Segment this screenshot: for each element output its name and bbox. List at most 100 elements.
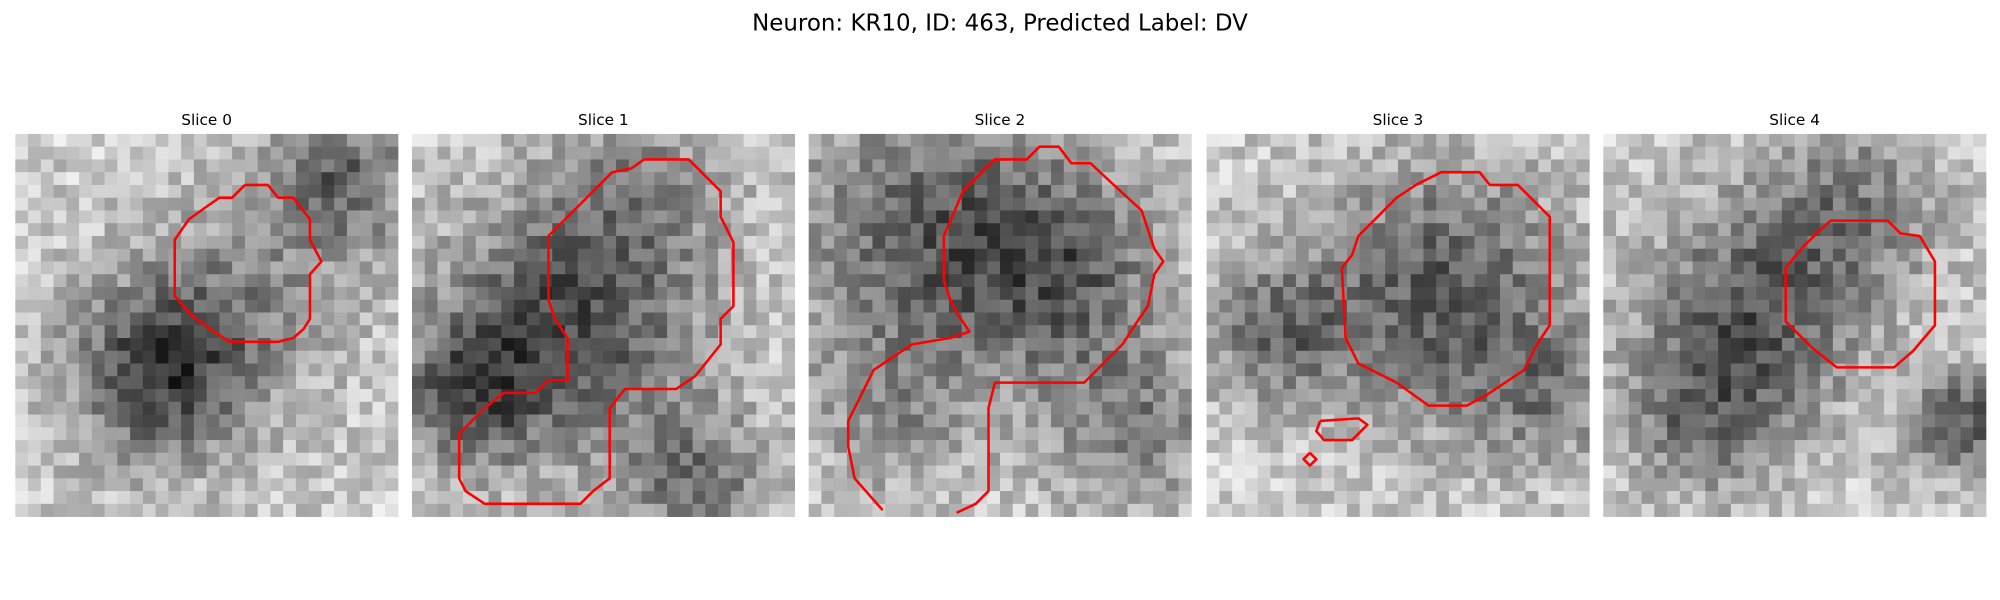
image-pixel — [1679, 159, 1693, 173]
image-pixel — [743, 146, 757, 160]
image-pixel — [1436, 146, 1450, 160]
image-pixel — [603, 312, 617, 326]
image-pixel — [1206, 184, 1220, 199]
image-pixel — [1038, 274, 1052, 288]
image-pixel — [1654, 299, 1668, 313]
image-pixel — [872, 478, 886, 492]
image-pixel — [1576, 235, 1590, 250]
image-pixel — [1140, 376, 1154, 390]
image-pixel — [1153, 376, 1167, 390]
image-pixel — [834, 376, 848, 390]
image-pixel — [1883, 491, 1898, 505]
image-pixel — [53, 414, 67, 428]
image-pixel — [308, 478, 322, 492]
image-pixel — [1858, 350, 1872, 364]
image-pixel — [1244, 376, 1259, 390]
image-pixel — [295, 478, 310, 492]
image-pixel — [769, 235, 783, 250]
image-pixel — [1283, 503, 1297, 517]
image-pixel — [987, 223, 1001, 237]
image-pixel — [961, 376, 975, 390]
image-pixel — [808, 401, 822, 415]
image-pixel — [130, 274, 144, 288]
image-pixel — [552, 452, 566, 466]
image-pixel — [1102, 503, 1116, 517]
image-pixel — [885, 223, 899, 237]
image-pixel — [1896, 452, 1910, 466]
image-pixel — [1845, 286, 1859, 301]
image-pixel — [1922, 312, 1936, 326]
image-pixel — [1372, 172, 1386, 186]
image-pixel — [1858, 261, 1872, 275]
image-pixel — [961, 465, 975, 479]
image-pixel — [117, 286, 131, 301]
image-pixel — [1283, 312, 1297, 326]
image-pixel — [437, 197, 451, 211]
image-pixel — [1960, 338, 1974, 352]
image-pixel — [40, 325, 54, 339]
image-pixel — [308, 452, 322, 466]
image-pixel — [654, 312, 668, 326]
image-pixel — [1858, 338, 1872, 352]
image-pixel — [1667, 491, 1681, 505]
image-pixel — [808, 146, 822, 160]
image-panel — [1206, 133, 1590, 517]
image-pixel — [834, 133, 848, 148]
image-pixel — [1487, 172, 1501, 186]
image-pixel — [181, 172, 195, 186]
image-pixel — [91, 503, 105, 517]
image-pixel — [1385, 184, 1399, 199]
image-pixel — [1487, 248, 1501, 262]
image-pixel — [1089, 299, 1103, 313]
image-pixel — [450, 159, 464, 173]
image-pixel — [488, 389, 502, 403]
image-pixel — [1257, 261, 1271, 275]
image-pixel — [372, 389, 386, 403]
image-pixel — [1781, 452, 1796, 466]
image-pixel — [1244, 197, 1259, 211]
image-pixel — [257, 363, 271, 377]
image-pixel — [295, 363, 310, 377]
image-pixel — [1525, 503, 1539, 517]
image-pixel — [450, 350, 464, 364]
image-pixel — [552, 465, 566, 479]
image-pixel — [501, 286, 515, 301]
image-pixel — [999, 286, 1014, 301]
image-pixel — [1025, 350, 1039, 364]
image-pixel — [1858, 363, 1872, 377]
image-pixel — [885, 414, 899, 428]
image-pixel — [1102, 452, 1116, 466]
image-pixel — [488, 312, 502, 326]
image-pixel — [1499, 172, 1514, 186]
image-pixel — [437, 452, 451, 466]
image-pixel — [987, 261, 1001, 275]
image-pixel — [628, 427, 642, 441]
image-pixel — [1499, 197, 1514, 211]
image-pixel — [1718, 248, 1732, 262]
image-pixel — [40, 248, 54, 262]
image-pixel — [1025, 248, 1039, 262]
image-pixel — [1410, 312, 1424, 326]
image-pixel — [1295, 389, 1310, 403]
image-pixel — [781, 503, 796, 517]
image-pixel — [616, 376, 630, 390]
image-pixel — [501, 389, 515, 403]
image-pixel — [808, 223, 822, 237]
image-pixel — [539, 146, 553, 160]
image-pixel — [1153, 274, 1167, 288]
image-pixel — [1051, 427, 1065, 441]
image-pixel — [372, 363, 386, 377]
image-pixel — [1257, 465, 1271, 479]
image-pixel — [1692, 503, 1706, 517]
image-pixel — [1321, 427, 1335, 441]
image-pixel — [1718, 338, 1732, 352]
image-pixel — [1461, 248, 1475, 262]
image-pixel — [1244, 184, 1259, 199]
image-pixel — [1076, 325, 1090, 339]
image-pixel — [91, 350, 105, 364]
image-pixel — [1487, 159, 1501, 173]
image-pixel — [885, 261, 899, 275]
image-pixel — [488, 338, 502, 352]
image-pixel — [1679, 401, 1693, 415]
image-pixel — [961, 248, 975, 262]
